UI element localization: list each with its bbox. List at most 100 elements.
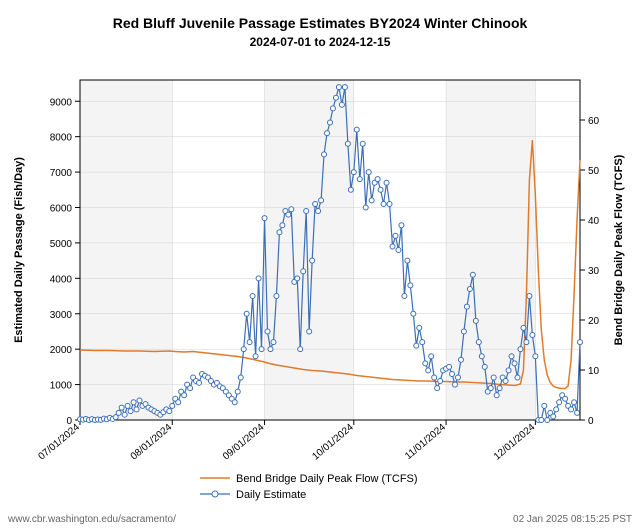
daily-estimate-marker [464, 304, 469, 309]
daily-estimate-marker [280, 223, 285, 228]
svg-text:40: 40 [588, 216, 600, 227]
daily-estimate-marker [488, 386, 493, 391]
svg-text:3000: 3000 [50, 310, 73, 321]
daily-estimate-marker [494, 393, 499, 398]
daily-estimate-marker [554, 407, 559, 412]
chart-container: 0100020003000400050006000700080009000010… [0, 0, 640, 530]
daily-estimate-marker [262, 216, 267, 221]
daily-estimate-marker [542, 403, 547, 408]
daily-estimate-marker [414, 343, 419, 348]
daily-estimate-marker [461, 329, 466, 334]
daily-estimate-marker [381, 201, 386, 206]
daily-estimate-marker [333, 95, 338, 100]
daily-estimate-marker [435, 386, 440, 391]
svg-text:2000: 2000 [50, 345, 73, 356]
daily-estimate-marker [453, 382, 458, 387]
daily-estimate-marker [286, 212, 291, 217]
daily-estimate-marker [515, 375, 520, 380]
svg-text:09/01/2024: 09/01/2024 [221, 422, 267, 463]
daily-estimate-marker [399, 223, 404, 228]
legend-estimate: Daily Estimate [236, 489, 306, 501]
daily-estimate-marker [134, 407, 139, 412]
daily-estimate-marker [473, 318, 478, 323]
daily-estimate-marker [238, 375, 243, 380]
svg-text:0: 0 [588, 416, 594, 427]
daily-estimate-marker [470, 272, 475, 277]
daily-estimate-marker [322, 152, 327, 157]
svg-text:20: 20 [588, 316, 600, 327]
svg-text:5000: 5000 [50, 239, 73, 250]
daily-estimate-marker [274, 294, 279, 299]
daily-estimate-marker [387, 201, 392, 206]
daily-estimate-marker [271, 340, 276, 345]
daily-estimate-marker [137, 398, 142, 403]
footer-right: 02 Jan 2025 08:15:25 PST [513, 514, 632, 525]
daily-estimate-marker [491, 375, 496, 380]
daily-estimate-marker [575, 410, 580, 415]
daily-estimate-marker [366, 170, 371, 175]
svg-text:1000: 1000 [50, 381, 73, 392]
daily-estimate-marker [316, 209, 321, 214]
chart-svg: 0100020003000400050006000700080009000010… [0, 0, 640, 530]
daily-estimate-marker [423, 361, 428, 366]
daily-estimate-marker [467, 286, 472, 291]
daily-estimate-marker [197, 380, 202, 385]
svg-text:12/01/2024: 12/01/2024 [492, 422, 538, 463]
daily-estimate-marker [256, 276, 261, 281]
daily-estimate-marker [363, 205, 368, 210]
daily-estimate-marker [119, 405, 124, 410]
daily-estimate-marker [295, 276, 300, 281]
daily-estimate-marker [304, 209, 309, 214]
daily-estimate-marker [253, 354, 258, 359]
daily-estimate-marker [524, 340, 529, 345]
legend-flow: Bend Bridge Daily Peak Flow (TCFS) [236, 473, 418, 485]
daily-estimate-marker [384, 180, 389, 185]
daily-estimate-marker [131, 400, 136, 405]
daily-estimate-marker [301, 269, 306, 274]
daily-estimate-marker [170, 403, 175, 408]
svg-text:50: 50 [588, 166, 600, 177]
svg-text:10: 10 [588, 366, 600, 377]
daily-estimate-marker [116, 410, 121, 415]
daily-estimate-marker [512, 361, 517, 366]
daily-estimate-marker [396, 248, 401, 253]
daily-estimate-marker [369, 198, 374, 203]
daily-estimate-marker [360, 141, 365, 146]
daily-estimate-marker [503, 379, 508, 384]
daily-estimate-marker [307, 329, 312, 334]
daily-estimate-marker [432, 375, 437, 380]
svg-text:7000: 7000 [50, 168, 73, 179]
daily-estimate-marker [509, 354, 514, 359]
daily-estimate-marker [325, 131, 330, 136]
footer-left: www.cbr.washington.edu/sacramento/ [7, 514, 176, 525]
daily-estimate-marker [578, 340, 583, 345]
daily-estimate-marker [527, 294, 532, 299]
daily-estimate-marker [447, 364, 452, 369]
daily-estimate-marker [232, 400, 237, 405]
daily-estimate-marker [506, 368, 511, 373]
daily-estimate-marker [497, 386, 502, 391]
daily-estimate-marker [521, 325, 526, 330]
daily-estimate-marker [354, 127, 359, 132]
daily-estimate-marker [176, 400, 181, 405]
daily-estimate-marker [450, 371, 455, 376]
daily-estimate-marker [330, 106, 335, 111]
daily-estimate-marker [408, 283, 413, 288]
daily-estimate-marker [357, 177, 362, 182]
daily-estimate-marker [411, 311, 416, 316]
daily-estimate-marker [265, 329, 270, 334]
daily-estimate-marker [122, 412, 127, 417]
daily-estimate-marker [402, 294, 407, 299]
daily-estimate-marker [393, 233, 398, 238]
daily-estimate-marker [545, 418, 550, 423]
daily-estimate-marker [268, 347, 273, 352]
daily-estimate-marker [405, 258, 410, 263]
daily-estimate-marker [438, 379, 443, 384]
daily-estimate-marker [420, 340, 425, 345]
daily-estimate-marker [241, 347, 246, 352]
daily-estimate-marker [539, 418, 544, 423]
daily-estimate-marker [336, 85, 341, 90]
svg-text:8000: 8000 [50, 133, 73, 144]
daily-estimate-marker [429, 354, 434, 359]
chart-subtitle: 2024-07-01 to 2024-12-15 [250, 35, 391, 49]
